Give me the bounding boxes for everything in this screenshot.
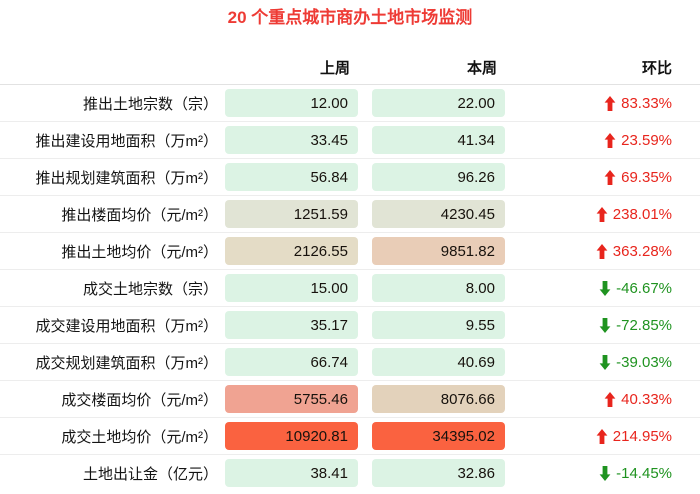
wow-change-value: 40.33%: [621, 390, 672, 408]
wow-change: 214.95%: [596, 428, 700, 445]
row-label: 推出土地均价（元/m²）: [61, 243, 218, 261]
table-body: 推出土地宗数（宗） 12.00 22.00 83.33% 推出建设用地面积（万m…: [0, 85, 700, 491]
this-week-value-cell: 34395.02: [372, 422, 505, 450]
up-arrow-icon: [596, 428, 608, 444]
row-label: 推出土地宗数（宗）: [82, 95, 218, 113]
down-arrow-icon: [599, 317, 611, 333]
down-arrow-icon: [599, 280, 611, 296]
down-arrow-icon: [599, 354, 611, 370]
last-week-value-cell: 35.17: [225, 311, 358, 339]
wow-change-value: -39.03%: [616, 353, 672, 371]
wow-change: 40.33%: [604, 391, 700, 408]
wow-change: -39.03%: [599, 354, 700, 371]
table-row: 成交规划建筑面积（万m²） 66.74 40.69 -39.03%: [0, 344, 700, 381]
wow-change-value: 214.95%: [612, 427, 672, 445]
table-row: 推出土地均价（元/m²） 2126.55 9851.82 363.28%: [0, 233, 700, 270]
table-row: 成交楼面均价（元/m²） 5755.46 8076.66 40.33%: [0, 381, 700, 418]
down-arrow-icon: [599, 465, 611, 481]
row-label: 成交楼面均价（元/m²）: [61, 391, 218, 409]
last-week-value-cell: 10920.81: [225, 422, 358, 450]
last-week-value-cell: 12.00: [225, 89, 358, 117]
wow-change: -14.45%: [599, 465, 700, 482]
row-label: 推出规划建筑面积（万m²）: [35, 169, 219, 187]
last-week-value-cell: 2126.55: [225, 237, 358, 265]
up-arrow-icon: [604, 95, 616, 111]
up-arrow-icon: [596, 206, 608, 222]
wow-change-value: -72.85%: [616, 316, 672, 334]
wow-change: 23.59%: [604, 132, 700, 149]
wow-change: 363.28%: [596, 243, 700, 260]
table-row: 土地出让金（亿元） 38.41 32.86 -14.45%: [0, 455, 700, 491]
wow-change: 83.33%: [604, 95, 700, 112]
table-row: 推出楼面均价（元/m²） 1251.59 4230.45 238.01%: [0, 196, 700, 233]
table-row: 推出规划建筑面积（万m²） 56.84 96.26 69.35%: [0, 159, 700, 196]
last-week-value-cell: 5755.46: [225, 385, 358, 413]
up-arrow-icon: [604, 169, 616, 185]
row-label: 推出建设用地面积（万m²）: [35, 132, 219, 150]
this-week-value-cell: 9.55: [372, 311, 505, 339]
this-week-value-cell: 8.00: [372, 274, 505, 302]
up-arrow-icon: [596, 243, 608, 259]
table-row: 成交土地宗数（宗） 15.00 8.00 -46.67%: [0, 270, 700, 307]
this-week-value-cell: 8076.66: [372, 385, 505, 413]
row-label: 成交土地宗数（宗）: [82, 280, 218, 298]
table-header: 上周 本周 环比: [0, 51, 700, 85]
wow-change-value: 69.35%: [621, 168, 672, 186]
last-week-value-cell: 15.00: [225, 274, 358, 302]
wow-change: 238.01%: [596, 206, 700, 223]
header-last-week: 上周: [319, 60, 350, 77]
table-row: 成交建设用地面积（万m²） 35.17 9.55 -72.85%: [0, 307, 700, 344]
wow-change-value: -14.45%: [616, 464, 672, 482]
this-week-value-cell: 41.34: [372, 126, 505, 154]
this-week-value-cell: 4230.45: [372, 200, 505, 228]
header-change: 环比: [641, 60, 672, 77]
wow-change: -46.67%: [599, 280, 700, 297]
this-week-value-cell: 96.26: [372, 163, 505, 191]
up-arrow-icon: [604, 391, 616, 407]
up-arrow-icon: [604, 132, 616, 148]
wow-change-value: -46.67%: [616, 279, 672, 297]
row-label: 土地出让金（亿元）: [82, 465, 218, 483]
table-row: 推出建设用地面积（万m²） 33.45 41.34 23.59%: [0, 122, 700, 159]
page-title: 20 个重点城市商办土地市场监测: [227, 8, 473, 27]
wow-change-value: 23.59%: [621, 131, 672, 149]
last-week-value-cell: 1251.59: [225, 200, 358, 228]
wow-change: -72.85%: [599, 317, 700, 334]
last-week-value-cell: 33.45: [225, 126, 358, 154]
wow-change-value: 363.28%: [612, 242, 672, 260]
row-label: 推出楼面均价（元/m²）: [61, 206, 218, 224]
wow-change-value: 238.01%: [612, 205, 672, 223]
this-week-value-cell: 40.69: [372, 348, 505, 376]
this-week-value-cell: 22.00: [372, 89, 505, 117]
this-week-value-cell: 32.86: [372, 459, 505, 487]
last-week-value-cell: 56.84: [225, 163, 358, 191]
wow-change-value: 83.33%: [621, 94, 672, 112]
last-week-value-cell: 66.74: [225, 348, 358, 376]
last-week-value-cell: 38.41: [225, 459, 358, 487]
table-row: 成交土地均价（元/m²） 10920.81 34395.02 214.95%: [0, 418, 700, 455]
row-label: 成交建设用地面积（万m²）: [35, 317, 219, 335]
this-week-value-cell: 9851.82: [372, 237, 505, 265]
row-label: 成交规划建筑面积（万m²）: [35, 354, 219, 372]
table-row: 推出土地宗数（宗） 12.00 22.00 83.33%: [0, 85, 700, 122]
header-this-week: 本周: [466, 60, 497, 77]
wow-change: 69.35%: [604, 169, 700, 186]
row-label: 成交土地均价（元/m²）: [61, 428, 218, 446]
